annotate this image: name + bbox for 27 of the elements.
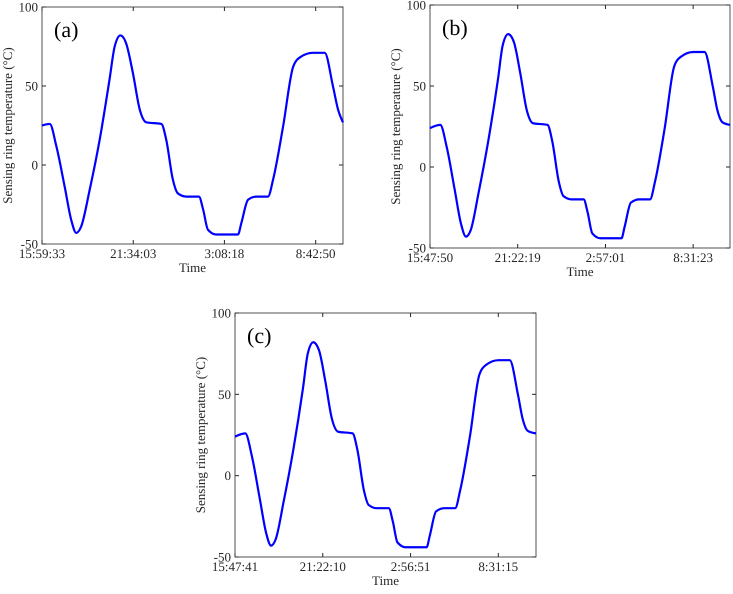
y-tick-label: 100 <box>406 0 426 13</box>
x-tick-label: 21:34:03 <box>110 246 156 261</box>
x-tick-label: 8:31:23 <box>673 250 713 265</box>
x-axis-title: Time <box>566 264 594 279</box>
x-tick-label: 21:22:19 <box>494 250 541 265</box>
x-tick-label: 8:31:15 <box>478 559 518 574</box>
annotation: (c) <box>247 323 272 348</box>
x-tick-label: 2:57:01 <box>586 250 626 265</box>
y-tick-label: 0 <box>32 158 38 173</box>
x-axis-title: Time <box>179 260 206 275</box>
annotation: (a) <box>54 17 78 42</box>
y-tick-label: 100 <box>212 306 231 321</box>
x-tick-label: 2:56:51 <box>390 559 430 574</box>
x-tick-label: 8:42:50 <box>296 246 336 261</box>
y-axis-title: Sensing ring temperature (°C) <box>193 356 208 514</box>
y-tick-label: 50 <box>218 386 231 402</box>
y-axis-title: Sensing ring temperature (°C) <box>0 47 15 204</box>
x-tick-label: 21:22:10 <box>300 559 346 574</box>
annotation: (b) <box>442 15 468 40</box>
y-tick-label: 100 <box>18 0 38 15</box>
x-tick-label: 3:08:18 <box>204 246 244 261</box>
y-tick-label: 50 <box>25 78 38 94</box>
y-tick-label: 0 <box>224 468 231 484</box>
y-tick-label: 50 <box>413 78 426 94</box>
y-axis-title: Sensing ring temperature (°C) <box>388 48 403 205</box>
x-axis-title: Time <box>372 573 400 588</box>
y-tick-label: 0 <box>420 160 426 175</box>
